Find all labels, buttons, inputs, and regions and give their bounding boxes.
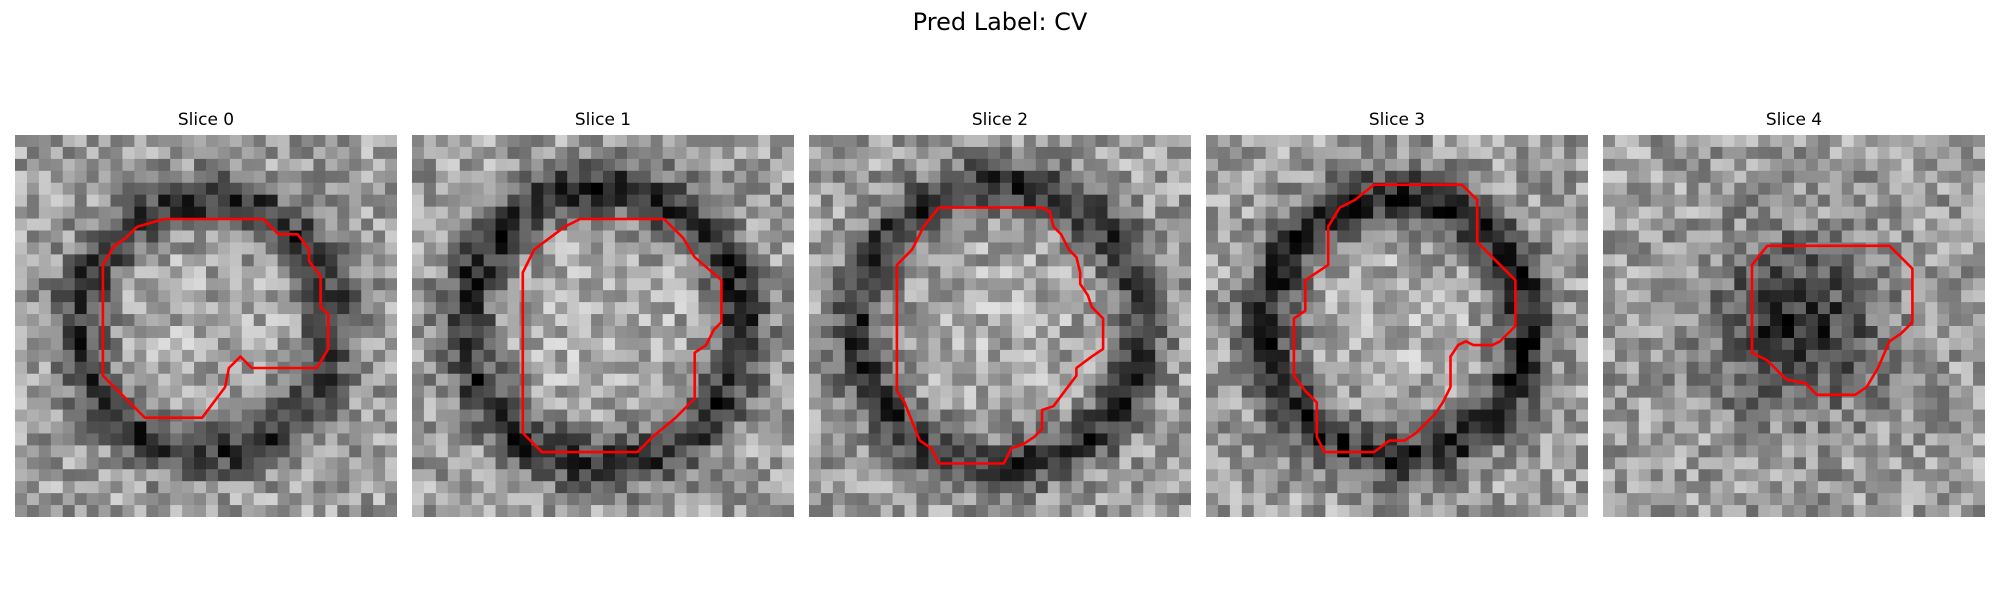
slice-image-4 bbox=[1603, 135, 1985, 517]
segmentation-contour bbox=[1292, 183, 1517, 454]
slice-title-1: Slice 1 bbox=[574, 110, 632, 130]
slice-pixels bbox=[1603, 135, 1985, 517]
slice-pixels bbox=[1206, 135, 1588, 517]
segmentation-contour bbox=[895, 206, 1105, 465]
slice-pixels bbox=[412, 135, 794, 517]
segmentation-contour bbox=[101, 217, 330, 420]
slice-title-3: Slice 3 bbox=[1368, 110, 1426, 130]
slice-panel-3: Slice 3 bbox=[1206, 108, 1588, 517]
figure-title: Pred Label: CV bbox=[912, 8, 1088, 36]
slice-panel-4: Slice 4 bbox=[1603, 108, 1985, 517]
slice-image-3 bbox=[1206, 135, 1588, 517]
slice-title-4: Slice 4 bbox=[1765, 110, 1823, 130]
slice-title-0: Slice 0 bbox=[177, 110, 235, 130]
slice-image-1 bbox=[412, 135, 794, 517]
slice-image-0 bbox=[15, 135, 397, 517]
segmentation-contour bbox=[521, 217, 723, 454]
slice-image-2 bbox=[809, 135, 1191, 517]
slice-panel-1: Slice 1 bbox=[412, 108, 794, 517]
segmentation-contour bbox=[1750, 244, 1914, 397]
slice-pixels bbox=[809, 135, 1191, 517]
slice-title-2: Slice 2 bbox=[971, 110, 1029, 130]
slice-panel-0: Slice 0 bbox=[15, 108, 397, 517]
slice-pixels bbox=[15, 135, 397, 517]
slice-panel-2: Slice 2 bbox=[809, 108, 1191, 517]
